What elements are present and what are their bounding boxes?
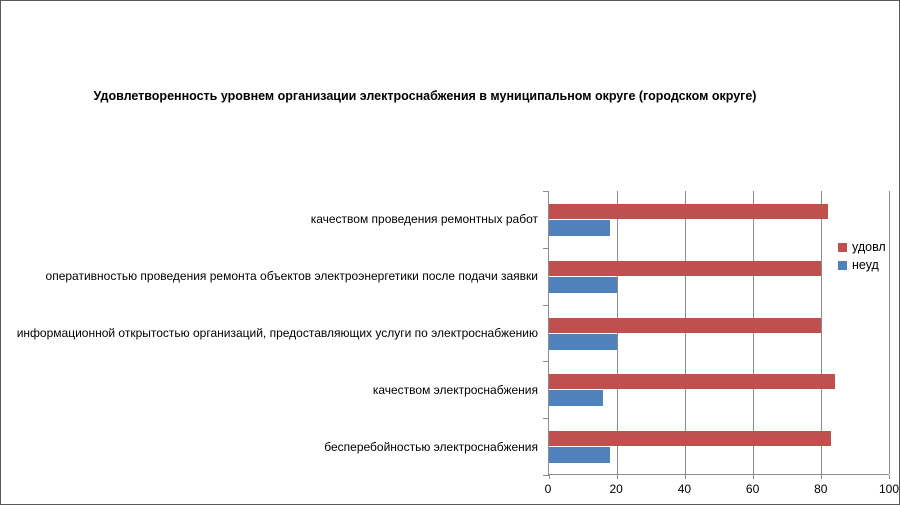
bar-neud [549,390,604,407]
y-tick-mark [543,191,549,192]
x-tick-label: 0 [544,482,552,496]
bar-neud [549,220,611,236]
bar-neud [549,333,617,350]
x-tick-mark [685,475,686,479]
legend-swatch-neud-icon [838,260,847,270]
category-label: оперативностью проведения ремонта объект… [45,269,538,284]
category-band [549,418,889,475]
category-band [549,361,889,418]
x-tick-mark [617,475,618,479]
chart-title: Удовлетворенность уровнем организации эл… [93,89,757,103]
x-tick-label: 40 [677,482,692,496]
x-axis: 0 20 40 60 80 100 [544,482,899,498]
x-tick-mark [549,475,550,479]
category-band [549,305,889,362]
y-tick-mark [543,475,549,476]
bar-neud [549,447,611,464]
category-label: информационной открытостью организаций, … [16,325,538,340]
y-tick-mark [543,304,549,306]
plot-area [543,191,890,479]
legend-label-neud: неуд [852,258,879,272]
category-label: бесперебойностью электроснабжения [324,439,538,454]
bar-udovl [549,260,821,276]
legend-swatch-udovl-icon [838,242,847,252]
legend-label-udovl: удовл [852,240,886,254]
legend-item-udovl: удовл [838,239,886,255]
category-band [549,248,889,305]
x-tick-mark [821,475,822,479]
category-label: качеством проведения ремонтных работ [310,212,538,227]
gridline [889,191,890,474]
x-tick-mark [889,475,890,479]
category-band [549,191,889,248]
y-tick-mark [543,247,549,249]
x-tick-mark [753,475,754,479]
y-tick-mark [543,361,549,363]
gridline [821,191,822,474]
bar-udovl [549,317,821,333]
x-tick-label: 100 [878,482,900,496]
x-tick-label: 80 [814,482,828,496]
y-tick-mark [543,418,549,420]
legend-item-neud: неуд [838,257,886,273]
x-tick-label: 60 [745,482,760,496]
legend: удовл неуд [838,239,886,275]
category-label: качеством электроснабжения [372,382,538,397]
category-axis: качеством проведения ремонтных работ опер… [1,191,543,475]
bar-udovl [549,204,828,219]
bar-udovl [549,374,835,390]
bar-udovl [549,431,832,447]
x-tick-label: 20 [609,482,623,496]
bar-neud [549,276,617,293]
